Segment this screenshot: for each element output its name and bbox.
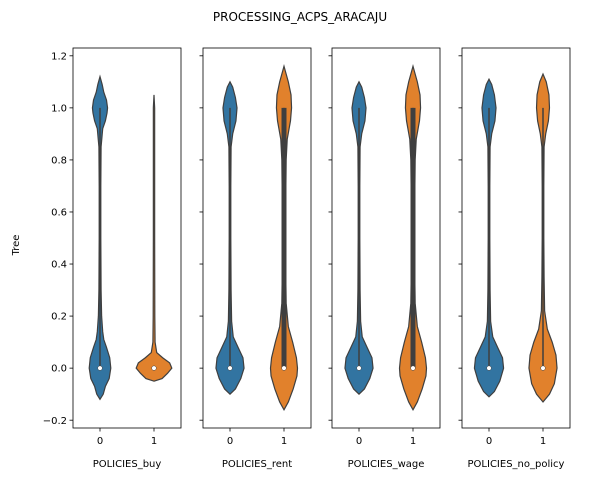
panel-2: 0 1 POLICIES_wage — [328, 47, 441, 470]
x-tick-label: 1 — [410, 436, 416, 447]
violin-body-1 — [135, 94, 173, 382]
y-tick-label: 0.6 — [51, 208, 67, 219]
chart-title: PROCESSING_ACPS_ARACAJU — [213, 10, 387, 24]
panel-3: 0 1 POLICIES_no_policy — [458, 47, 571, 470]
violin-median-dot — [151, 365, 157, 371]
y-tick-label: 0.4 — [51, 260, 67, 271]
x-axis-label: POLICIES_buy — [93, 459, 162, 470]
violin-median-dot — [540, 365, 546, 371]
y-tick-label: 1.0 — [51, 103, 67, 114]
y-tick-label: 1.2 — [51, 51, 67, 62]
y-tick-label: 0.8 — [51, 156, 67, 167]
x-tick-label: 0 — [227, 436, 233, 447]
x-tick-label: 0 — [356, 436, 362, 447]
axes-frame — [331, 47, 441, 429]
x-axis-label: POLICIES_rent — [222, 459, 292, 470]
violin-median-dot — [97, 365, 103, 371]
x-tick-label: 1 — [281, 436, 287, 447]
y-tick-label: −0.2 — [43, 416, 67, 427]
panels-group: −0.2 0.0 0.2 0.4 0.6 0.8 1.0 1.2 0 1 POLICIES_buy 0… — [43, 47, 571, 470]
x-axis-label: POLICIES_wage — [348, 459, 425, 470]
y-tick-label: 0.0 — [51, 364, 67, 375]
violin-median-dot — [486, 365, 492, 371]
violin-median-dot — [410, 365, 416, 371]
x-tick-label: 1 — [151, 436, 157, 447]
violin-median-dot — [227, 365, 233, 371]
y-axis-label: Tree — [11, 235, 22, 257]
axes-frame — [202, 47, 312, 429]
violin-median-dot — [356, 365, 362, 371]
x-tick-label: 0 — [97, 436, 103, 447]
violin-median-dot — [281, 365, 287, 371]
x-tick-label: 1 — [540, 436, 546, 447]
y-tick-label: 0.2 — [51, 312, 67, 323]
panel-0: −0.2 0.0 0.2 0.4 0.6 0.8 1.0 1.2 0 1 POLICIES_buy — [43, 47, 182, 470]
panel-1: 0 1 POLICIES_rent — [199, 47, 312, 470]
axes-frame — [461, 47, 571, 429]
x-axis-label: POLICIES_no_policy — [468, 459, 565, 470]
axes-frame — [72, 47, 182, 429]
x-tick-label: 0 — [486, 436, 492, 447]
